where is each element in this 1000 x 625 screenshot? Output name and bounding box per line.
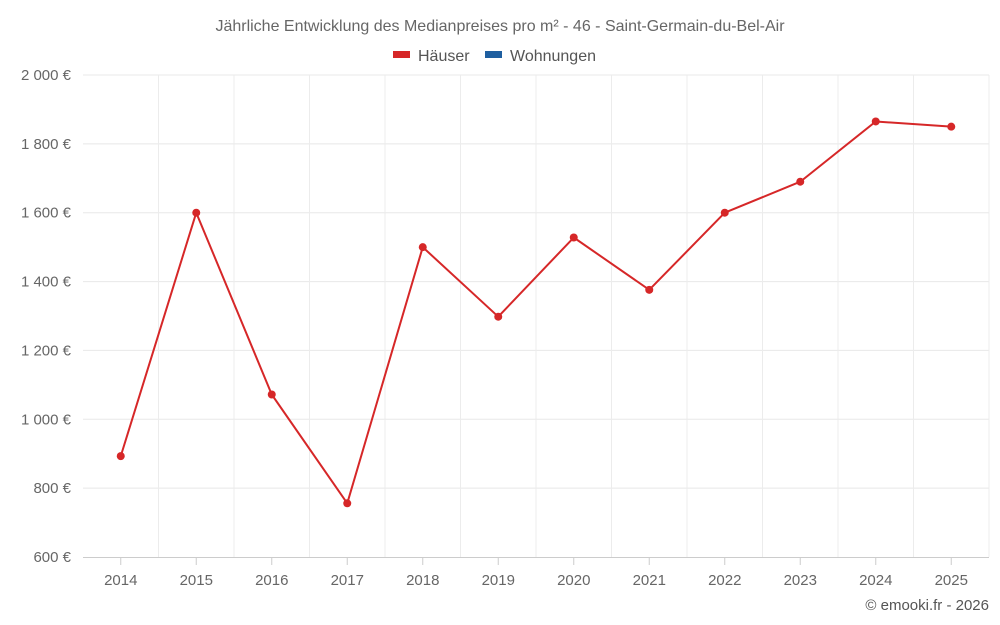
- y-axis: 600 € 800 € 1 000 € 1 200 € 1 400 € 1 600 € 1 …: [21, 67, 72, 566]
- x-tick-label: 2019: [482, 572, 515, 589]
- y-tick-label: 800 €: [33, 480, 71, 497]
- x-tick-label: 2025: [935, 572, 968, 589]
- legend-label-apartments: Wohnungen: [510, 48, 596, 65]
- y-tick-label: 1 600 €: [21, 205, 72, 222]
- x-tick-label: 2021: [633, 572, 666, 589]
- data-point: [796, 177, 805, 186]
- legend-label-houses: Häuser: [418, 48, 470, 65]
- data-point: [645, 285, 654, 294]
- x-tick-label: 2023: [784, 572, 817, 589]
- data-point: [343, 499, 352, 508]
- y-tick-label: 1 000 €: [21, 411, 72, 428]
- data-point: [267, 390, 276, 399]
- y-tick-label: 1 800 €: [21, 136, 72, 153]
- data-point: [116, 452, 125, 461]
- plot-area: [116, 117, 956, 508]
- data-point: [871, 117, 880, 126]
- data-point: [192, 208, 201, 217]
- grid: [83, 74, 990, 557]
- x-tick-label: 2014: [104, 572, 137, 589]
- x-tick-label: 2022: [708, 572, 741, 589]
- data-point: [418, 243, 427, 252]
- legend-item-houses[interactable]: Häuser: [393, 48, 470, 65]
- x-tick-label: 2020: [557, 572, 590, 589]
- y-tick-label: 2 000 €: [21, 67, 72, 84]
- legend-swatch-houses: [393, 51, 410, 58]
- credit-text: © emooki.fr - 2026: [865, 597, 989, 614]
- x-tick-label: 2024: [859, 572, 892, 589]
- x-tick-label: 2018: [406, 572, 439, 589]
- x-tick-label: 2017: [331, 572, 364, 589]
- data-point: [947, 122, 956, 131]
- y-tick-label: 1 200 €: [21, 342, 72, 359]
- chart-title: Jährliche Entwicklung des Medianpreises …: [215, 18, 785, 35]
- x-tick-label: 2016: [255, 572, 288, 589]
- series-line-houses: [119, 120, 952, 505]
- data-point: [494, 312, 503, 321]
- legend-item-apartments[interactable]: Wohnungen: [485, 48, 596, 65]
- x-axis: 2014 2015 2016 2017 2018 2019 2020 2021 2022 2023…: [83, 557, 989, 589]
- data-point: [569, 233, 578, 242]
- x-tick-label: 2015: [180, 572, 213, 589]
- y-tick-label: 1 400 €: [21, 274, 72, 291]
- legend: Häuser Wohnungen: [393, 48, 596, 65]
- data-point: [720, 208, 729, 217]
- y-tick-label: 600 €: [33, 549, 71, 566]
- legend-swatch-apartments: [485, 51, 502, 58]
